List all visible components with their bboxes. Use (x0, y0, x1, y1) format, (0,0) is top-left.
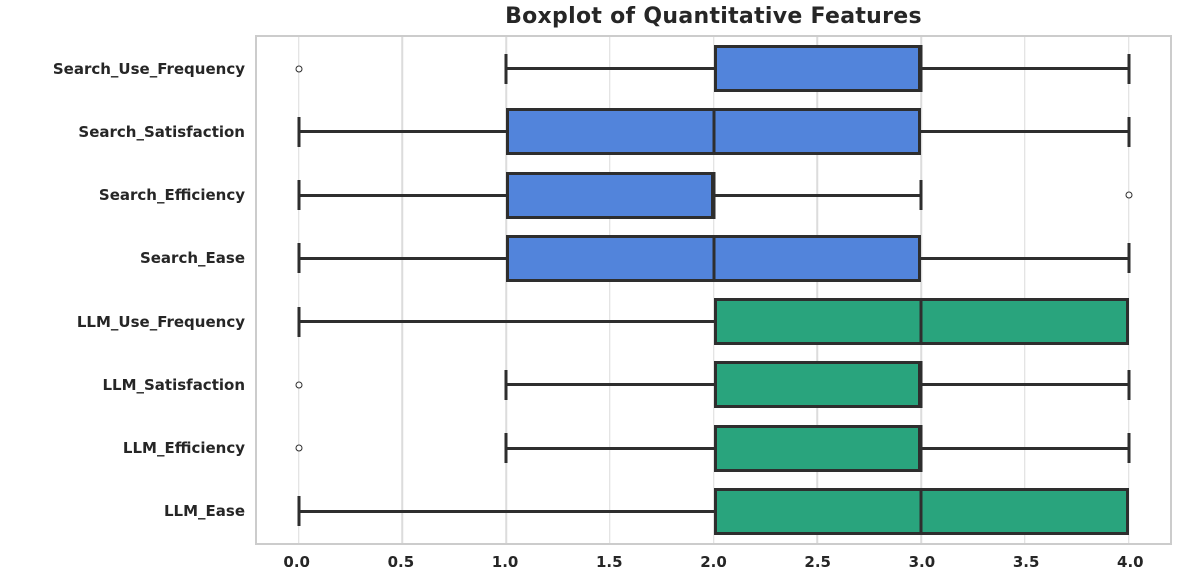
y-label-LLM_Use_Frequency: LLM_Use_Frequency (76, 312, 245, 331)
cap-high-LLM_Satisfaction (1127, 369, 1130, 400)
cap-high-Search_Ease (1127, 243, 1130, 274)
whisker-low-LLM_Use_Frequency (298, 320, 714, 324)
cap-low-LLM_Efficiency (504, 433, 508, 464)
median-LLM_Ease (919, 487, 923, 535)
median-LLM_Use_Frequency (919, 298, 923, 346)
whisker-low-Search_Ease (298, 256, 506, 260)
box-Search_Use_Frequency (713, 45, 921, 93)
gridline-4.0 (1127, 37, 1130, 543)
x-tick-label-3.5: 3.5 (1012, 553, 1040, 571)
outlier-Search_Efficiency (1125, 191, 1132, 199)
whisker-high-LLM_Efficiency (921, 446, 1129, 450)
x-tick-label-3.0: 3.0 (908, 553, 936, 571)
x-axis-labels: 0.0 0.5 1.0 1.5 2.0 2.5 3.0 3.5 4.0 (255, 549, 1172, 579)
whisker-high-Search_Satisfaction (921, 130, 1129, 134)
cap-low-LLM_Ease (297, 496, 300, 527)
cap-low-LLM_Use_Frequency (297, 306, 300, 337)
y-label-LLM_Efficiency: LLM_Efficiency (122, 439, 245, 458)
gridline-1.0 (505, 37, 507, 543)
gridline-2.5 (816, 37, 818, 543)
x-tick-label-4.0: 4.0 (1117, 553, 1144, 571)
cap-low-Search_Ease (297, 243, 300, 274)
y-axis-labels: Search_Use_Frequency Search_Satisfaction S… (0, 35, 245, 545)
cap-low-Search_Satisfaction (297, 116, 300, 147)
gridline-1.5 (609, 37, 611, 543)
whisker-low-Search_Use_Frequency (506, 67, 714, 71)
cap-high-Search_Use_Frequency (1127, 53, 1130, 84)
gridline-3.0 (920, 37, 922, 543)
chart-title: Boxplot of Quantitative Features (505, 4, 922, 29)
outlier-Search_Use_Frequency (295, 65, 302, 73)
whisker-low-LLM_Ease (298, 509, 714, 513)
y-label-Search_Use_Frequency: Search_Use_Frequency (52, 59, 245, 78)
x-tick-label-0.0: 0.0 (283, 553, 310, 571)
y-label-Search_Ease: Search_Ease (139, 249, 245, 268)
cap-low-LLM_Satisfaction (504, 369, 508, 400)
x-tick-label-2.0: 2.0 (700, 553, 727, 571)
median-Search_Satisfaction (712, 108, 715, 156)
gridline-0.5 (401, 37, 403, 543)
median-LLM_Satisfaction (919, 361, 923, 409)
box-LLM_Efficiency (713, 424, 921, 472)
cap-low-Search_Efficiency (297, 180, 300, 211)
whisker-low-Search_Satisfaction (298, 130, 506, 134)
whisker-high-Search_Use_Frequency (921, 67, 1129, 71)
whisker-low-LLM_Satisfaction (506, 383, 714, 387)
y-label-Search_Efficiency: Search_Efficiency (98, 186, 245, 205)
whisker-high-Search_Efficiency (713, 193, 921, 197)
outlier-LLM_Efficiency (295, 444, 302, 452)
x-tick-label-1.5: 1.5 (595, 553, 623, 571)
y-label-LLM_Ease: LLM_Ease (163, 502, 245, 521)
y-label-Search_Satisfaction: Search_Satisfaction (78, 122, 245, 141)
cap-high-Search_Satisfaction (1127, 116, 1130, 147)
whisker-low-LLM_Efficiency (506, 446, 714, 450)
gridline-0.0 (297, 37, 300, 543)
median-Search_Use_Frequency (919, 45, 923, 93)
outlier-LLM_Satisfaction (295, 381, 302, 389)
median-LLM_Efficiency (919, 424, 923, 472)
whisker-high-LLM_Satisfaction (921, 383, 1129, 387)
x-tick-label-1.0: 1.0 (491, 553, 519, 571)
cap-low-Search_Use_Frequency (504, 53, 508, 84)
box-Search_Efficiency (506, 171, 714, 219)
gridline-3.5 (1024, 37, 1026, 543)
median-Search_Ease (712, 234, 715, 282)
gridline-2.0 (712, 37, 715, 543)
x-tick-label-2.5: 2.5 (804, 553, 831, 571)
median-Search_Efficiency (712, 171, 715, 219)
y-label-LLM_Satisfaction: LLM_Satisfaction (102, 375, 245, 394)
plot-area (255, 35, 1172, 545)
cap-high-LLM_Efficiency (1127, 433, 1130, 464)
whisker-high-Search_Ease (921, 256, 1129, 260)
x-tick-label-0.5: 0.5 (387, 553, 415, 571)
whisker-low-Search_Efficiency (298, 193, 506, 197)
cap-high-Search_Efficiency (919, 180, 923, 211)
box-LLM_Satisfaction (713, 361, 921, 409)
